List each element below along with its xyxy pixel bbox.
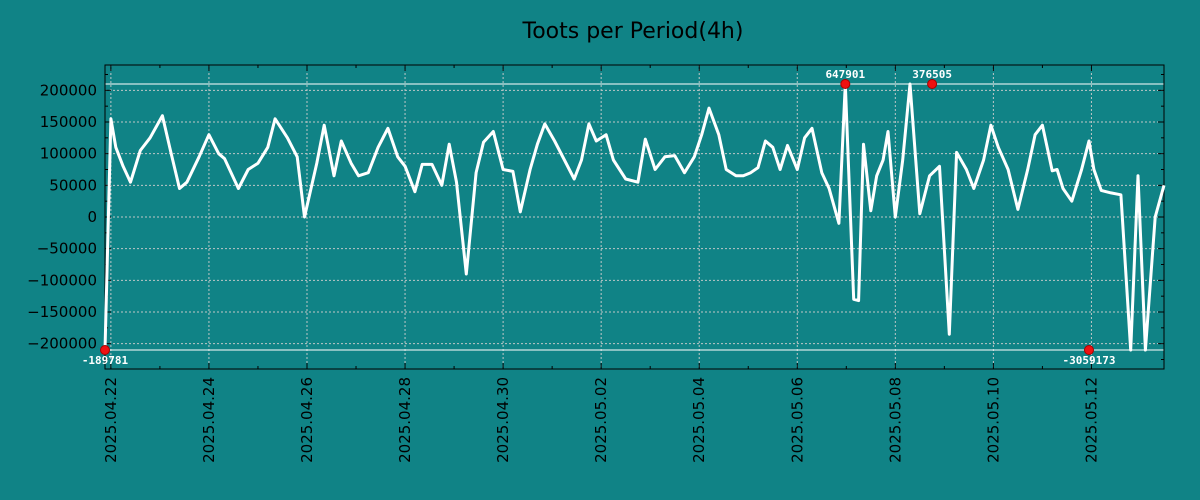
y-tick-label: 150000 xyxy=(40,113,97,131)
y-tick-label: −100000 xyxy=(27,271,97,289)
x-tick-label: 2025.05.02 xyxy=(592,377,610,463)
x-tick-label: 2025.05.06 xyxy=(788,377,806,463)
x-tick-label: 2025.05.12 xyxy=(1082,377,1100,463)
y-tick-label: 200000 xyxy=(40,81,97,99)
x-tick-label: 2025.04.26 xyxy=(298,377,316,463)
y-tick-label: 0 xyxy=(87,208,97,226)
annotation-label: 376505 xyxy=(912,68,952,81)
chart-title: Toots per Period(4h) xyxy=(522,19,744,44)
annotation-marker xyxy=(1083,345,1094,355)
y-axis: −200000 −150000 −100000 −50000 0 50000 100000 1… xyxy=(27,81,97,352)
annotation-marker xyxy=(927,79,938,89)
x-axis: 2025.04.22 2025.04.24 2025.04.26 2025.04.28… xyxy=(102,377,1101,463)
y-tick-label: −200000 xyxy=(27,335,97,353)
x-tick-label: 2025.05.08 xyxy=(886,377,904,463)
x-tick-label: 2025.05.04 xyxy=(690,377,708,463)
x-tick-label: 2025.05.10 xyxy=(984,377,1002,463)
grid xyxy=(105,65,1164,369)
x-tick-label: 2025.04.30 xyxy=(494,377,512,463)
annotation-label: 647901 xyxy=(825,68,865,81)
annotation-marker xyxy=(840,79,851,89)
annotation-markers: -189781 647901 376505 -3059173 xyxy=(82,68,1116,367)
annotation-label: -189781 xyxy=(82,354,129,367)
annotation-label: -3059173 xyxy=(1062,354,1115,367)
x-tick-label: 2025.04.22 xyxy=(102,377,120,463)
y-tick-label: −50000 xyxy=(37,240,97,258)
y-tick-label: −150000 xyxy=(27,303,97,321)
x-tick-label: 2025.04.24 xyxy=(200,377,218,463)
series-line-toots xyxy=(103,82,1166,352)
y-tick-label: 50000 xyxy=(49,176,97,194)
annotation-marker xyxy=(100,345,110,355)
y-tick-label: 100000 xyxy=(40,145,97,163)
reference-lines xyxy=(105,83,1164,351)
x-tick-label: 2025.04.28 xyxy=(396,377,414,463)
